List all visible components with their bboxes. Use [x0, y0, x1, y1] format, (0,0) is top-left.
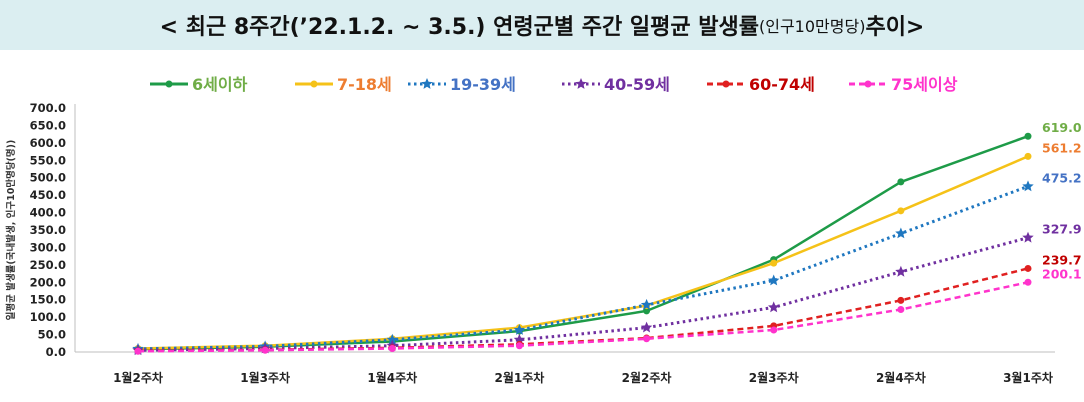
- series-40-59세: 327.9: [132, 222, 1082, 356]
- series-6세이하: 619.0: [134, 120, 1082, 353]
- chart-title: < 최근 8주간(’22.1.2. ~ 3.5.) 연령군별 주간 일평균 발생…: [0, 0, 1084, 50]
- data-point: [897, 207, 905, 215]
- x-tick-label: 2월1주차: [495, 370, 545, 385]
- x-tick-label: 2월3주차: [749, 370, 799, 385]
- x-tick-label: 3월1주차: [1003, 370, 1053, 385]
- title-suffix: 추이>: [865, 15, 925, 40]
- data-point: [640, 298, 653, 310]
- y-tick-label: 500.0: [30, 171, 66, 185]
- series-line: [137, 281, 1029, 353]
- data-point: [1022, 231, 1034, 243]
- data-point: [770, 326, 778, 334]
- y-tick-label: 50.0: [38, 328, 66, 342]
- data-label: 561.2: [1042, 140, 1082, 155]
- y-tick-label: 300.0: [30, 240, 66, 254]
- title-unit: (인구10만명당): [759, 17, 866, 36]
- series-line: [137, 155, 1029, 350]
- series-line: [137, 236, 1029, 352]
- x-tick-label: 1월3주차: [240, 370, 290, 385]
- y-tick-label: 250.0: [30, 258, 66, 272]
- title-main: < 최근 8주간(’22.1.2. ~ 3.5.) 연령군별 주간 일평균 발생…: [159, 15, 759, 40]
- y-tick-label: 100.0: [30, 310, 66, 324]
- data-label: 619.0: [1042, 120, 1082, 135]
- series-75세이상: 200.1: [134, 266, 1082, 355]
- legend-marker: [722, 80, 730, 88]
- data-point: [261, 346, 269, 354]
- legend-item: 7-18세: [295, 75, 392, 94]
- data-point: [386, 333, 398, 345]
- data-point: [388, 345, 396, 353]
- data-label: 239.7: [1042, 252, 1082, 267]
- legend-item: 75세이상: [849, 75, 958, 94]
- x-tick-label: 1월4주차: [367, 370, 417, 385]
- x-tick-label: 2월2주차: [622, 370, 672, 385]
- data-point: [513, 324, 526, 335]
- data-point: [895, 265, 907, 277]
- data-point: [513, 333, 526, 345]
- data-point: [1024, 278, 1032, 286]
- y-tick-label: 0.0: [46, 345, 66, 359]
- series-line: [137, 184, 1029, 351]
- y-tick-label: 650.0: [30, 118, 66, 132]
- y-tick-label: 700.0: [30, 101, 66, 115]
- axes: 일평균 발생률(국내발생, 인구10만명당(명)) 0.0 50.0 100.0 150…: [5, 101, 1055, 385]
- data-point: [515, 342, 523, 350]
- legend-label: 40-59세: [604, 75, 670, 94]
- data-point: [643, 335, 651, 343]
- x-tick-label: 1월2주차: [113, 370, 163, 385]
- legend-marker: [310, 80, 318, 88]
- series-60-74세: 239.7: [134, 252, 1082, 355]
- data-point: [897, 305, 905, 313]
- data-point: [1024, 152, 1032, 160]
- series-19-39세: 475.2: [132, 170, 1082, 354]
- legend-label: 75세이상: [891, 75, 958, 94]
- legend-marker: [421, 78, 433, 89]
- data-label: 327.9: [1042, 222, 1082, 237]
- legend-label: 7-18세: [337, 75, 392, 94]
- data-point: [1024, 264, 1032, 272]
- legend-label: 19-39세: [450, 75, 516, 94]
- x-tick-label: 2월4주차: [876, 370, 926, 385]
- data-point: [1024, 132, 1032, 140]
- series-line: [137, 135, 1029, 351]
- y-tick-label: 200.0: [30, 275, 66, 289]
- series-line: [137, 267, 1029, 353]
- y-tick-label: 450.0: [30, 188, 66, 202]
- data-point: [895, 227, 907, 239]
- data-point: [770, 259, 778, 267]
- legend-marker: [165, 80, 173, 88]
- series-7-18세: 561.2: [134, 140, 1082, 353]
- legend-item: 19-39세: [408, 75, 516, 94]
- data-label: 200.1: [1042, 266, 1082, 281]
- legend: 6세이하 7-18세 19-39세 40-59세 60-74세 75세이상: [150, 75, 958, 94]
- data-point: [1022, 180, 1034, 192]
- data-point: [897, 296, 905, 304]
- data-point: [768, 274, 780, 286]
- data-point: [643, 307, 651, 315]
- data-point: [640, 321, 653, 333]
- legend-label: 6세이하: [192, 75, 248, 94]
- legend-label: 60-74세: [749, 75, 815, 94]
- y-tick-label: 350.0: [30, 223, 66, 237]
- legend-marker: [864, 80, 872, 88]
- data-point: [897, 178, 905, 186]
- legend-item: 6세이하: [150, 75, 248, 94]
- data-point: [768, 301, 780, 313]
- data-label: 475.2: [1042, 170, 1082, 185]
- y-tick-label: 150.0: [30, 293, 66, 307]
- legend-item: 40-59세: [562, 75, 670, 94]
- y-tick-label: 550.0: [30, 153, 66, 167]
- y-axis-label: 일평균 발생률(국내발생, 인구10만명당(명)): [5, 140, 17, 321]
- y-tick-label: 400.0: [30, 206, 66, 220]
- data-point: [134, 347, 142, 355]
- legend-marker: [575, 78, 587, 89]
- y-tick-label: 600.0: [30, 136, 66, 150]
- legend-item: 60-74세: [707, 75, 815, 94]
